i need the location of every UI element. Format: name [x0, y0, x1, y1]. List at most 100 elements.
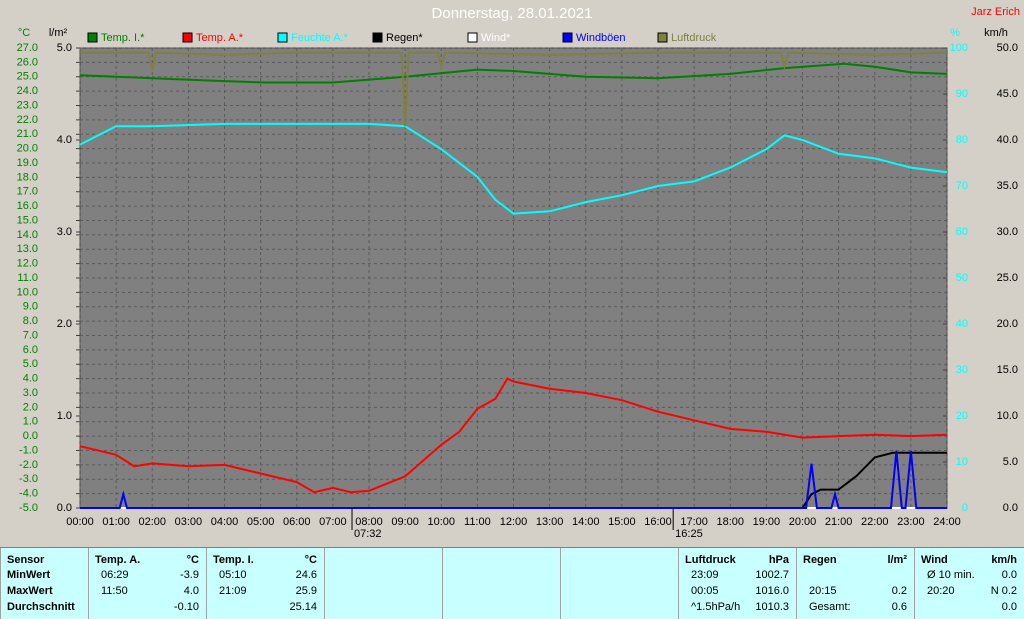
y-tick-label: 5.0 — [23, 358, 38, 370]
stats-table: Sensor MinWert MaxWert Durchschnitt Temp. A.… — [0, 547, 1024, 619]
y-tick-label: 90 — [956, 88, 968, 100]
y-tick-label: 40.0 — [997, 134, 1018, 146]
y-tick-label: 80 — [956, 134, 968, 146]
table-column: Regen l/m² 20:15 0.2 Gesamt: 0.6 — [796, 548, 915, 619]
x-tick-label: 20:00 — [789, 516, 817, 528]
table-cell: ^1.5hPa/h — [691, 601, 741, 613]
x-tick-label: 17:00 — [680, 516, 708, 528]
table-column: Temp. I. °C 05:10 24.6 21:09 25.9 25.14 — [206, 548, 325, 619]
series-line — [79, 122, 948, 215]
y-tick-label: 6.0 — [23, 344, 38, 356]
table-column: Sensor MinWert MaxWert Durchschnitt — [0, 548, 89, 619]
table-cell: 20:20 — [927, 585, 955, 597]
x-tick-label: 16:00 — [644, 516, 672, 528]
y-tick-label: 18.0 — [17, 171, 38, 183]
x-tick-label: 14:00 — [572, 516, 600, 528]
legend-swatch — [277, 32, 288, 43]
y-tick-label: 15.0 — [17, 214, 38, 226]
empty-column — [560, 548, 679, 619]
table-cell: Ø 10 min. — [927, 569, 975, 581]
series-line — [79, 62, 948, 84]
y-tick-label: 60 — [956, 226, 968, 238]
y-tick-label: 26.0 — [17, 56, 38, 68]
y-tick-label: 9.0 — [23, 301, 38, 313]
legend-swatch — [562, 32, 573, 43]
y-tick-label: 3.0 — [23, 387, 38, 399]
y-tick-label: 45.0 — [997, 88, 1018, 100]
y-tick-label: 17.0 — [17, 186, 38, 198]
table-column: Luftdruck hPa 23:09 1002.7 00:05 1016.0 ^1.5hP… — [678, 548, 797, 619]
y-tick-label: 30 — [956, 364, 968, 376]
y-tick-label: 0 — [962, 502, 968, 514]
table-cell: Temp. A. — [95, 554, 141, 566]
y-tick-label: -2.0 — [19, 459, 38, 471]
y-tick-label: 27.0 — [17, 42, 38, 54]
table-cell: 0.0 — [1001, 569, 1017, 581]
table-cell: 1002.7 — [755, 569, 789, 581]
legend-swatch — [657, 32, 668, 43]
table-cell: Gesamt: — [809, 601, 851, 613]
x-tick-label: 13:00 — [536, 516, 564, 528]
y-tick-label: 20.0 — [17, 143, 38, 155]
x-tick-label: 09:00 — [391, 516, 419, 528]
legend-label: Windböen — [576, 32, 626, 44]
table-cell: Durchschnitt — [7, 601, 75, 613]
y-tick-label: 15.0 — [997, 364, 1018, 376]
y-tick-label: 13.0 — [17, 243, 38, 255]
table-cell: Sensor — [7, 554, 45, 566]
author: Jarz Erich — [971, 6, 1020, 18]
legend-label: Temp. A.* — [196, 32, 244, 44]
sun-label: 07:32 — [354, 528, 382, 540]
x-tick-label: 24:00 — [933, 516, 961, 528]
legend-label: Wind* — [481, 32, 511, 44]
y-tick-label: 50.0 — [997, 42, 1018, 54]
table-cell: hPa — [768, 554, 789, 566]
legend-label: Temp. I.* — [101, 32, 145, 44]
y-tick-label: 10.0 — [17, 286, 38, 298]
x-tick-label: 07:00 — [319, 516, 347, 528]
table-cell: MinWert — [7, 569, 51, 581]
x-tick-label: 03:00 — [175, 516, 203, 528]
table-cell: 11:50 — [101, 585, 128, 597]
x-tick-label: 23:00 — [897, 516, 925, 528]
series-line — [80, 451, 947, 509]
axis-unit: °C — [18, 27, 30, 39]
x-tick-label: 06:00 — [283, 516, 311, 528]
y-tick-label: 23.0 — [17, 99, 38, 111]
y-tick-label: 2.0 — [23, 401, 38, 413]
y-tick-label: -5.0 — [19, 502, 38, 514]
chart: Donnerstag, 28.01.2021 Jarz Erich °C -5.0… — [17, 5, 1020, 540]
y-tick-label: 2.0 — [57, 318, 72, 330]
y-tick-label: 50 — [956, 272, 968, 284]
table-cell: 05:10 — [219, 569, 247, 581]
axis-unit: % — [950, 27, 960, 39]
x-tick-label: 22:00 — [861, 516, 889, 528]
table-cell: 25.14 — [289, 601, 317, 613]
table-cell: 20:15 — [809, 585, 837, 597]
legend-label: Regen* — [386, 32, 423, 44]
legend-swatch — [467, 32, 478, 43]
legend-label: Luftdruck — [671, 32, 717, 44]
y-tick-label: 4.0 — [23, 373, 38, 385]
x-tick-label: 00:00 — [66, 516, 94, 528]
table-cell: 25.9 — [295, 585, 317, 597]
table-cell: °C — [186, 554, 199, 566]
table-cell: 4.0 — [183, 585, 199, 597]
y-tick-label: 22.0 — [17, 114, 38, 126]
y-tick-label: 1.0 — [23, 416, 38, 428]
table-cell: Luftdruck — [685, 554, 736, 566]
y-tick-label: 30.0 — [997, 226, 1018, 238]
x-tick-label: 15:00 — [608, 516, 636, 528]
x-tick-label: 05:00 — [247, 516, 275, 528]
y-tick-label: 70 — [956, 180, 968, 192]
table-cell: Regen — [803, 554, 837, 566]
legend-label: Feuchte A.* — [291, 32, 349, 44]
y-tick-label: 10.0 — [997, 410, 1018, 422]
y-tick-label: 12.0 — [17, 258, 38, 270]
y-tick-label: 25.0 — [17, 71, 38, 83]
table-cell: MaxWert — [7, 585, 53, 597]
y-tick-label: 24.0 — [17, 85, 38, 97]
y-tick-label: 14.0 — [17, 229, 38, 241]
y-tick-label: 8.0 — [23, 315, 38, 327]
